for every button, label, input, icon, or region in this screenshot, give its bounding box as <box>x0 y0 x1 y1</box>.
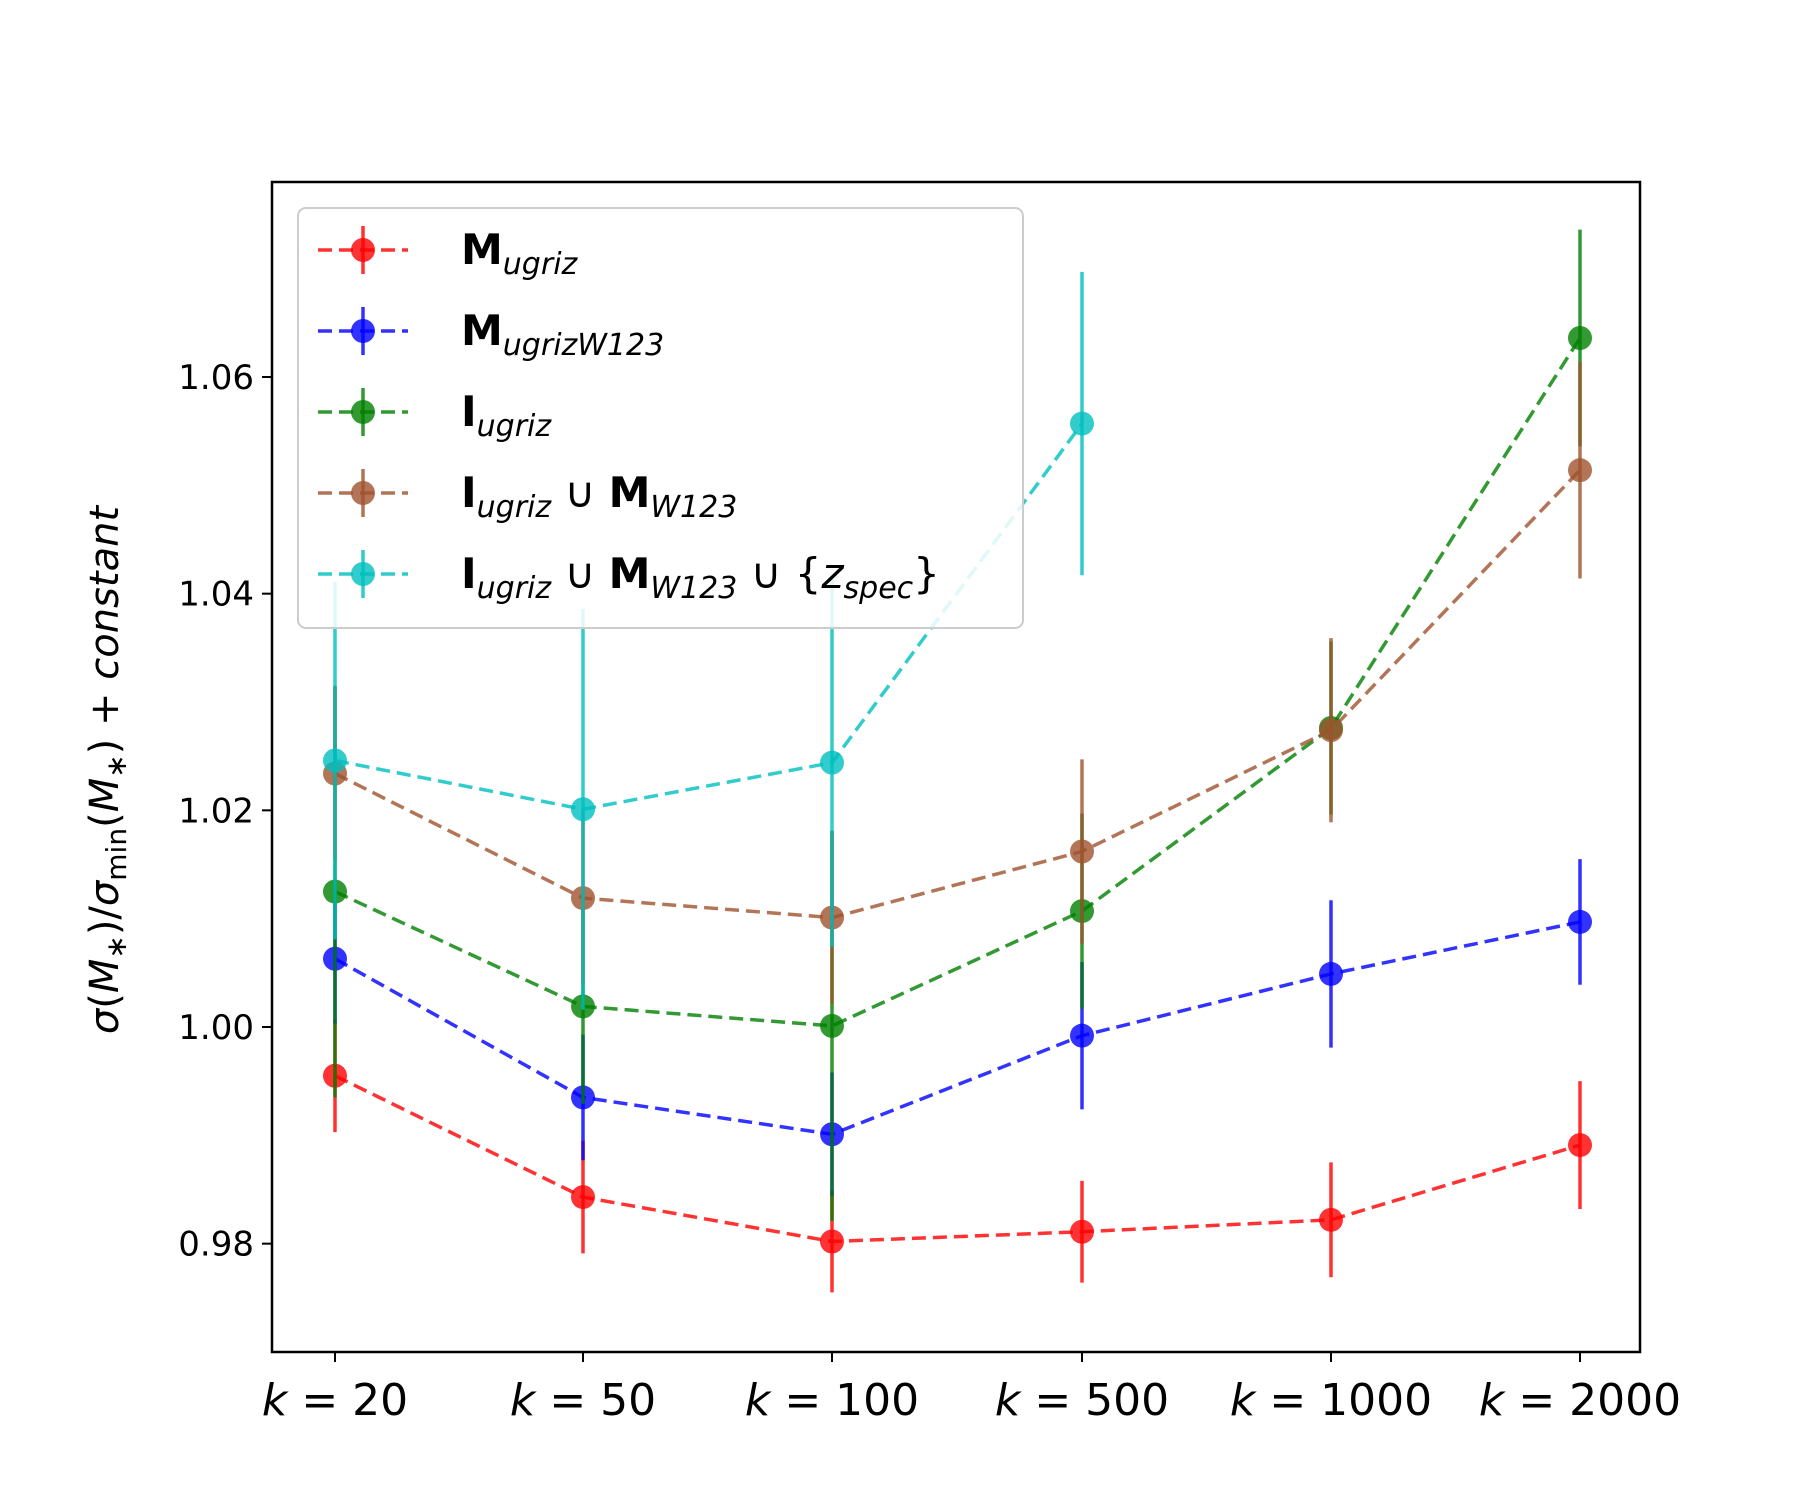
legend-entry: MugrizW123 <box>318 306 664 363</box>
data-point <box>820 750 844 775</box>
legend-label: Iugriz ∪ MW123 ∪ {zspec} <box>461 549 940 606</box>
data-point <box>1070 1023 1094 1048</box>
legend-marker <box>351 481 375 505</box>
legend-entry: Mugriz <box>318 225 579 282</box>
legend-frame <box>297 207 1024 629</box>
legend-marker <box>351 319 375 343</box>
data-point <box>1070 1219 1094 1244</box>
legend-label: Mugriz <box>461 225 579 282</box>
legend-marker <box>351 400 375 424</box>
y-tick-label: 1.06 <box>178 358 254 398</box>
x-tick-label: k = 20 <box>262 1375 408 1426</box>
legend-label: MugrizW123 <box>461 306 664 363</box>
data-point <box>1319 1207 1343 1232</box>
data-point <box>1070 839 1094 864</box>
legend-entry: Iugriz <box>318 387 552 444</box>
legend: Mugriz MugrizW123 Iugriz Iugriz ∪ MW123 Iugr… <box>297 207 1024 629</box>
series-line-1 <box>334 920 1581 1137</box>
data-point <box>1070 411 1094 436</box>
y-tick-label: 1.02 <box>178 791 254 831</box>
x-tick-label: k = 50 <box>510 1375 656 1426</box>
data-point <box>1319 718 1343 743</box>
legend-marker <box>351 562 375 586</box>
series-line-0 <box>334 1074 1581 1244</box>
data-point <box>820 1013 844 1038</box>
y-tick-label: 0.98 <box>178 1225 254 1265</box>
legend-entry: Iugriz ∪ MW123 ∪ {zspec} <box>318 549 940 606</box>
legend-label: Iugriz <box>461 387 552 444</box>
x-tick-label: k = 500 <box>995 1375 1169 1426</box>
y-axis-label: σ(M∗)/σmin(M∗) + constant <box>82 505 133 1035</box>
x-tick-label: k = 2000 <box>1479 1375 1681 1426</box>
x-tick-label: k = 100 <box>745 1375 919 1426</box>
legend-label: Iugriz ∪ MW123 <box>461 468 737 525</box>
y-tick-label: 1.00 <box>178 1008 254 1048</box>
series-line-2 <box>334 337 1582 1028</box>
series-line-3 <box>334 468 1582 920</box>
legend-entry: Iugriz ∪ MW123 <box>318 468 737 525</box>
data-point <box>571 1185 595 1210</box>
data-point <box>1568 1133 1592 1158</box>
y-tick-label: 1.04 <box>178 575 254 615</box>
data-point <box>1568 458 1592 483</box>
x-tick-label: k = 1000 <box>1230 1375 1432 1426</box>
data-point <box>1568 909 1592 934</box>
plot-frame <box>270 180 1642 1354</box>
data-point <box>820 1229 844 1254</box>
data-point <box>571 797 595 822</box>
data-point <box>1319 961 1343 986</box>
legend-marker <box>351 238 375 262</box>
data-point <box>1568 326 1592 350</box>
data-point <box>323 748 347 773</box>
